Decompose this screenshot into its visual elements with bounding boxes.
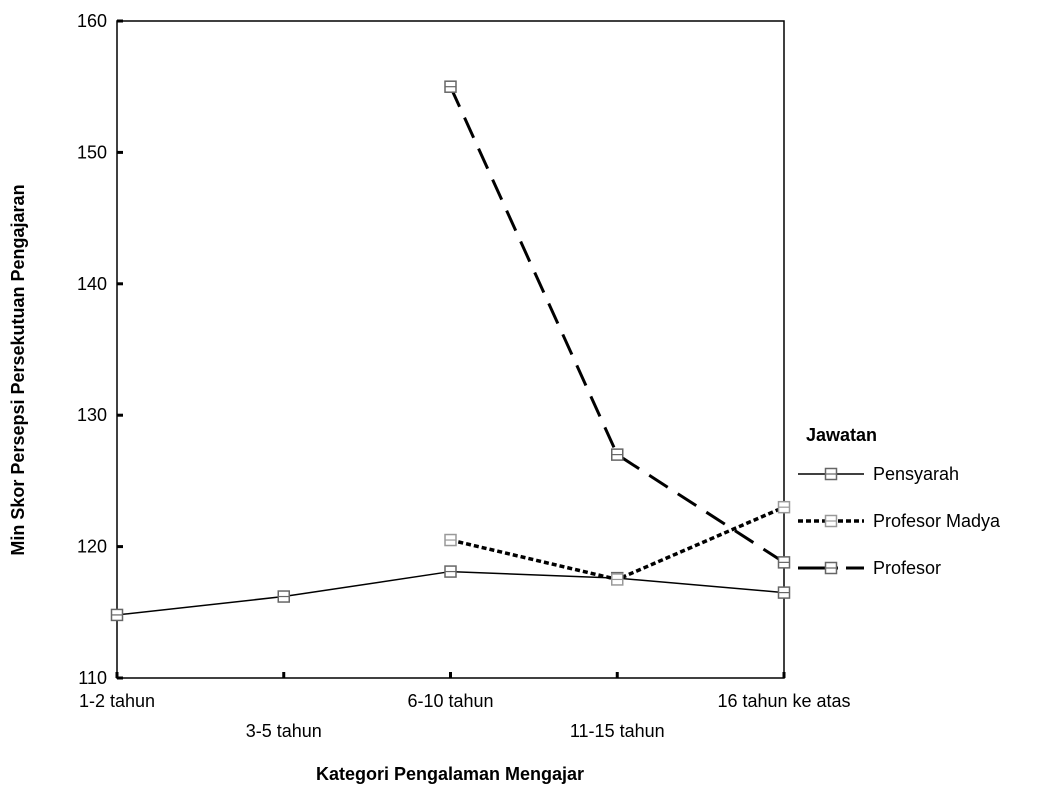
y-tick-label: 110 <box>78 668 107 688</box>
legend: Pensyarah Profesor Madya Profesor <box>798 464 1001 578</box>
series-pensyarah <box>110 565 791 622</box>
y-tick-label: 130 <box>77 405 107 425</box>
series-profesor-madya <box>444 500 791 586</box>
series-layer <box>110 80 791 622</box>
series-line <box>450 505 785 582</box>
axes: 110 120 130 140 150 160 1-2 tahun 3-5 tahun 6-10… <box>77 11 851 741</box>
x-tick-label: 11-15 tahun <box>570 721 665 741</box>
x-tick-label: 6-10 tahun <box>407 691 493 711</box>
x-tick-label: 1-2 tahun <box>79 691 155 711</box>
legend-label: Profesor <box>873 558 941 578</box>
y-tick-label: 140 <box>77 274 107 294</box>
legend-title: Jawatan <box>806 425 877 445</box>
legend-label: Profesor Madya <box>873 511 1001 531</box>
x-tick-label: 16 tahun ke atas <box>717 691 850 711</box>
plot-frame <box>116 20 785 679</box>
series-profesor <box>444 80 791 569</box>
x-tick-label: 3-5 tahun <box>246 721 322 741</box>
series-line <box>116 570 785 616</box>
x-axis-title: Kategori Pengalaman Mengajar <box>316 764 584 784</box>
y-tick-label: 120 <box>77 537 107 557</box>
y-tick-label: 160 <box>77 11 107 31</box>
series-line <box>449 86 785 564</box>
y-tick-label: 150 <box>77 142 107 162</box>
legend-label: Pensyarah <box>873 464 959 484</box>
y-axis-title: Min Skor Persepsi Persekutuan Pengajaran <box>8 184 28 555</box>
